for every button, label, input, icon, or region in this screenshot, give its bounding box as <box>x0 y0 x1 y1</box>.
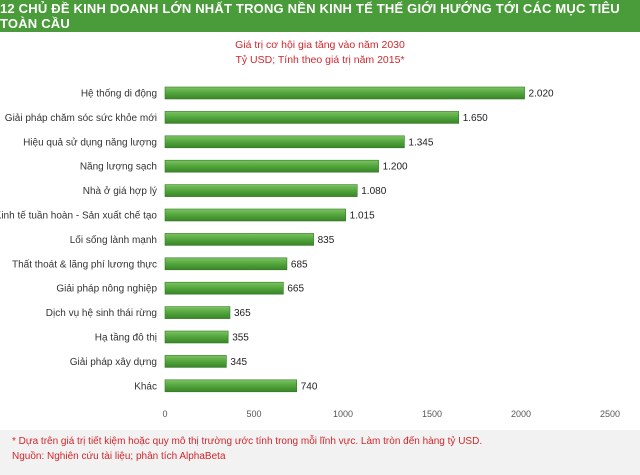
value-label: 685 <box>291 259 308 270</box>
x-tick-label: 500 <box>246 409 261 419</box>
category-label: Hạ tầng đô thị <box>95 332 157 344</box>
value-label: 355 <box>232 333 249 344</box>
value-label: 835 <box>318 235 335 246</box>
bar <box>164 111 460 124</box>
value-label: 1.345 <box>408 137 433 148</box>
bar <box>164 281 284 295</box>
value-label: 2.020 <box>529 89 554 100</box>
category-label: Hệ thống di động <box>81 88 157 100</box>
category-label: Kinh tế tuần hoàn - Sản xuất chế tạo <box>0 210 157 222</box>
category-label: Nhà ở giá hợp lý <box>83 185 157 197</box>
bar-chart: Hệ thống di động 2.020 Giải pháp chăm sóc … <box>0 86 620 419</box>
x-tick-label: 2000 <box>511 409 531 419</box>
x-tick-label: 2500 <box>600 409 620 419</box>
category-label: Lối sống lành mạnh <box>70 234 157 246</box>
chart-footer: * Dựa trên giá trị tiết kiệm hoặc quy mô… <box>0 430 640 475</box>
bar <box>164 135 405 149</box>
category-label: Giải pháp nông nghiệp <box>56 284 157 295</box>
value-label: 345 <box>230 357 247 368</box>
bar <box>164 184 358 197</box>
x-tick-label: 1500 <box>422 409 442 419</box>
value-label: 665 <box>287 284 304 295</box>
value-label: 365 <box>234 308 251 319</box>
bar <box>164 379 298 393</box>
chart-subtitle: Giá trị cơ hội gia tăng vào năm 2030 Tỷ … <box>0 38 640 68</box>
bar <box>164 159 379 173</box>
x-axis: 0 500 1000 1500 2000 2500 <box>162 409 620 419</box>
value-label: 740 <box>301 381 318 392</box>
bar <box>164 306 231 319</box>
x-tick-label: 0 <box>162 409 167 419</box>
bar <box>164 355 227 368</box>
value-label: 1.650 <box>463 113 488 124</box>
value-label: 1.080 <box>361 186 386 197</box>
bar <box>164 86 525 100</box>
value-label: 1.200 <box>383 162 408 173</box>
category-label: Năng lượng sạch <box>80 162 157 173</box>
footnote: * Dựa trên giá trị tiết kiệm hoặc quy mô… <box>12 436 483 447</box>
chart-title: 12 CHỦ ĐỀ KINH DOANH LỚN NHẤT TRONG NỀN … <box>0 0 640 32</box>
category-label: Giải pháp chăm sóc sức khỏe mới <box>5 112 157 124</box>
bar <box>164 330 229 344</box>
category-label: Giải pháp xây dựng <box>70 357 157 368</box>
category-label: Dịch vụ hệ sinh thái rừng <box>46 308 157 319</box>
source-note: Nguồn: Nghiên cứu tài liệu; phân tích Al… <box>12 451 226 462</box>
value-label: 1.015 <box>350 211 375 222</box>
category-label: Hiệu quả sử dụng năng lượng <box>23 136 157 148</box>
bar <box>164 208 346 222</box>
category-label: Thất thoát & lãng phí lương thực <box>12 258 157 270</box>
x-tick-label: 1000 <box>333 409 353 419</box>
subtitle-line-2: Tỷ USD; Tính theo giá trị năm 2015* <box>235 54 405 66</box>
category-label: Khác <box>134 381 157 392</box>
bar <box>164 257 288 271</box>
bars-layer: Hệ thống di động 2.020 Giải pháp chăm sóc … <box>0 86 554 393</box>
subtitle-line-1: Giá trị cơ hội gia tăng vào năm 2030 <box>235 39 405 51</box>
bar <box>164 233 314 246</box>
